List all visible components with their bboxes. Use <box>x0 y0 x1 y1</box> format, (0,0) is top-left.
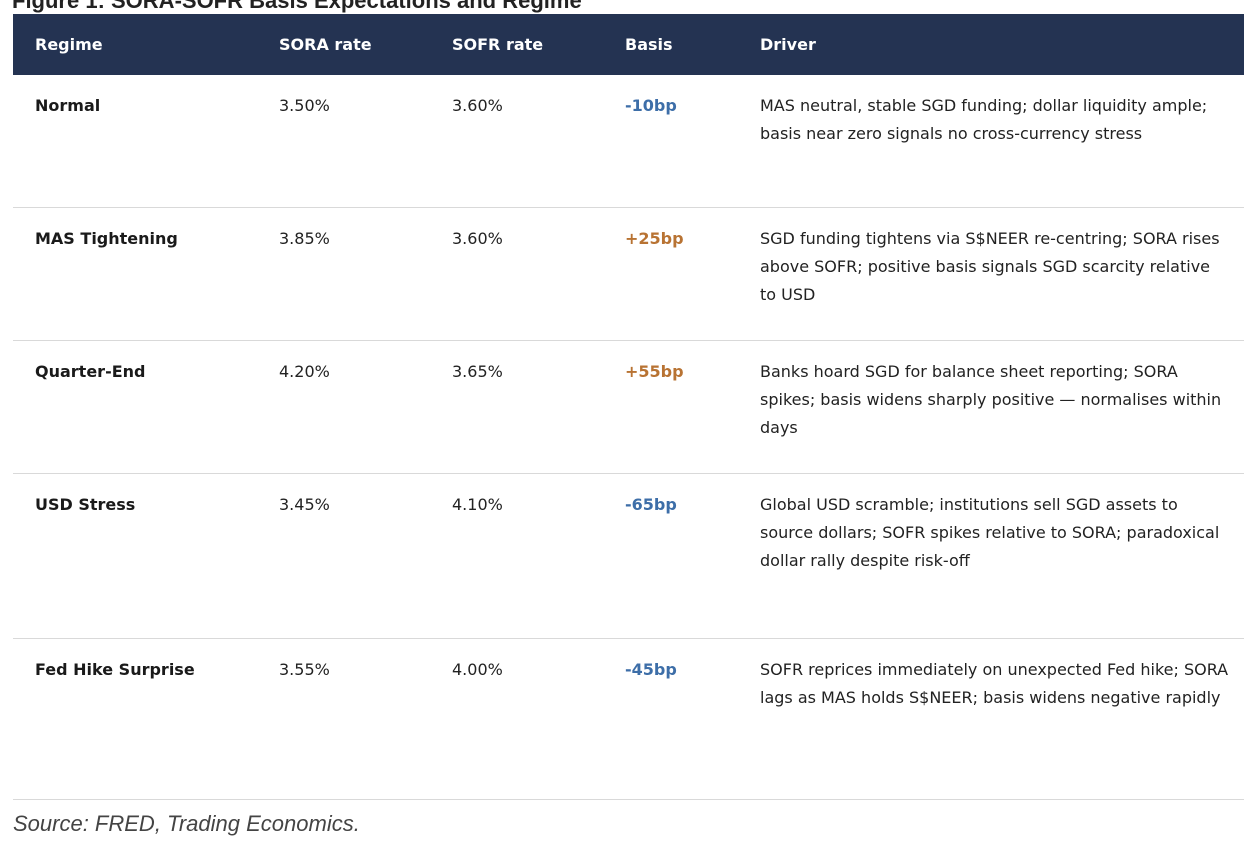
header-regime: Regime <box>35 35 103 54</box>
sofr-rate-cell: 4.10% <box>452 495 503 514</box>
driver-cell: Global USD scramble; institutions sell S… <box>760 495 1220 570</box>
driver-cell: SGD funding tightens via S$NEER re-centr… <box>760 229 1220 304</box>
header-driver: Driver <box>760 35 816 54</box>
header-basis: Basis <box>625 35 673 54</box>
figure-heading: Figure 1: SORA-SOFR Basis Expectations a… <box>12 0 582 13</box>
table-row: Normal 3.50% 3.60% -10bp MAS neutral, st… <box>13 75 1244 208</box>
regime-cell: USD Stress <box>35 495 136 514</box>
sofr-rate-cell: 4.00% <box>452 660 503 679</box>
sora-rate-cell: 3.50% <box>279 96 330 115</box>
sora-rate-cell: 3.45% <box>279 495 330 514</box>
regime-cell: Normal <box>35 96 101 115</box>
regime-cell: Quarter-End <box>35 362 146 381</box>
table-row: Fed Hike Surprise 3.55% 4.00% -45bp SOFR… <box>13 639 1244 800</box>
sofr-rate-cell: 3.65% <box>452 362 503 381</box>
basis-cell: -10bp <box>625 96 677 115</box>
sora-rate-cell: 3.55% <box>279 660 330 679</box>
regime-cell: MAS Tightening <box>35 229 178 248</box>
basis-cell: -45bp <box>625 660 677 679</box>
basis-cell: +25bp <box>625 229 684 248</box>
table-row: MAS Tightening 3.85% 3.60% +25bp SGD fun… <box>13 208 1244 341</box>
sora-rate-cell: 4.20% <box>279 362 330 381</box>
driver-cell: SOFR reprices immediately on unexpected … <box>760 660 1229 707</box>
sofr-rate-cell: 3.60% <box>452 229 503 248</box>
header-sofr-rate: SOFR rate <box>452 35 544 54</box>
sofr-rate-cell: 3.60% <box>452 96 503 115</box>
basis-cell: -65bp <box>625 495 677 514</box>
driver-cell: MAS neutral, stable SGD funding; dollar … <box>760 96 1208 143</box>
header-sora-rate: SORA rate <box>279 35 372 54</box>
table-row: USD Stress 3.45% 4.10% -65bp Global USD … <box>13 474 1244 639</box>
table-header: Regime SORA rate SOFR rate Basis Driver <box>13 14 1244 75</box>
regime-table: Regime SORA rate SOFR rate Basis Driver … <box>13 14 1244 800</box>
sora-rate-cell: 3.85% <box>279 229 330 248</box>
basis-cell: +55bp <box>625 362 684 381</box>
driver-cell: Banks hoard SGD for balance sheet report… <box>760 362 1222 437</box>
source-note: Source: FRED, Trading Economics. <box>13 811 360 836</box>
regime-cell: Fed Hike Surprise <box>35 660 195 679</box>
table-row: Quarter-End 4.20% 3.65% +55bp Banks hoar… <box>13 341 1244 474</box>
